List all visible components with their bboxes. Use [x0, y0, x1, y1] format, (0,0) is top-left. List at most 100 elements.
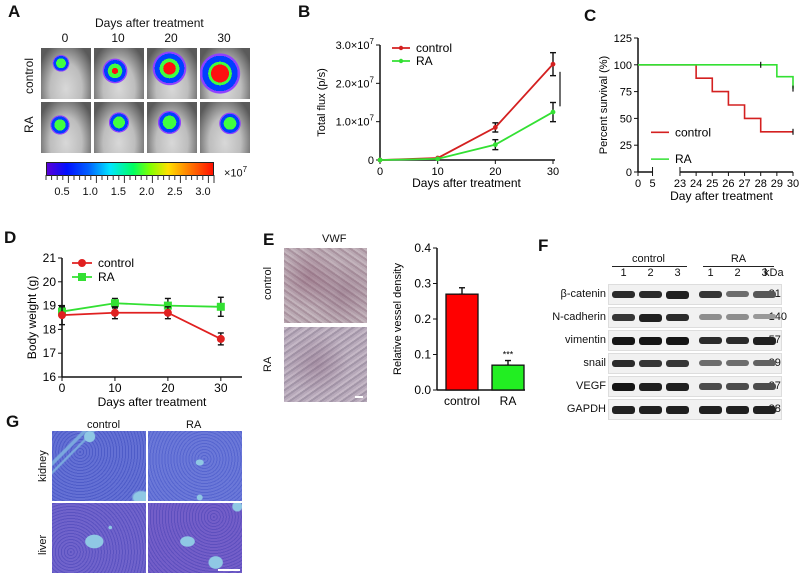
d-y-tick-label: 19 [43, 299, 57, 313]
b-x-tick-label: 0 [377, 166, 383, 178]
c-x-tick-label: 29 [771, 178, 783, 190]
b-y-tick-label: 3.0×107 [336, 37, 375, 52]
b-y-axis-label: Total flux (p/s) [316, 68, 328, 136]
d-series-line-control [61, 311, 222, 340]
f-group-line-ra [703, 266, 774, 267]
d-legend-marker [78, 259, 86, 267]
b-legend-label: RA [416, 54, 433, 68]
blot-band [612, 291, 635, 299]
e-y-axis-label: Relative vessel density [392, 263, 404, 375]
blot-band [726, 360, 749, 367]
blot-band [753, 406, 776, 414]
blot-strip-4 [608, 376, 782, 397]
c-survival-curve-control [638, 63, 793, 133]
blot-band [612, 360, 635, 368]
c-y-tick-label: 50 [620, 113, 632, 125]
b-legend-marker [398, 58, 404, 64]
colorbar-tick-label: 1.0 [82, 186, 98, 198]
blot-band [726, 314, 749, 320]
a-row-label-ra: RA [22, 116, 36, 133]
c-legend-label: control [675, 125, 711, 139]
blot-band [666, 406, 689, 414]
f-protein-label: VEGF [576, 380, 606, 392]
bli-image-ra-day-10 [93, 101, 145, 154]
panel-a-title: Days after treatment [95, 16, 204, 30]
d-y-tick-label: 17 [43, 346, 57, 360]
blot-band [639, 383, 662, 391]
blot-band [699, 291, 722, 299]
c-x-tick-label: 5 [649, 178, 655, 190]
bli-image-ra-day-30 [199, 101, 251, 154]
colorbar [46, 162, 214, 176]
panel-a-label: A [8, 2, 21, 21]
d-legend-label: RA [98, 270, 115, 284]
blot-band [666, 314, 689, 322]
b-x-tick-label: 10 [432, 166, 444, 178]
panel-b-label: B [298, 2, 311, 21]
blot-band [612, 314, 635, 322]
d-legend-label: control [98, 256, 134, 270]
blot-band [666, 360, 689, 368]
b-y-tick-label: 1.0×107 [336, 114, 375, 129]
d-y-tick-label: 20 [43, 275, 57, 289]
blot-band [753, 291, 776, 298]
g-row-label-liver: liver [37, 534, 49, 555]
blot-band [639, 337, 662, 345]
c-y-tick-label: 75 [620, 87, 632, 99]
c-x-tick-label: 24 [690, 178, 702, 190]
blot-band [639, 314, 662, 322]
blot-strip-3 [608, 353, 782, 374]
f-lane-label: 3 [761, 267, 768, 279]
e-significance-label: *** [503, 350, 514, 360]
c-legend-label: RA [675, 152, 692, 166]
g-col-label-ra: RA [186, 419, 202, 431]
c-x-tick-label: 0 [635, 178, 641, 190]
f-group-line-control [612, 266, 687, 267]
d-x-axis-label: Days after treatment [98, 395, 207, 409]
e-x-tick-label: control [444, 394, 480, 408]
blot-band [753, 337, 776, 345]
d-data-point [163, 301, 172, 310]
d-x-tick-label: 10 [108, 381, 122, 395]
bli-image-ra-day-0 [40, 101, 92, 154]
panel-g-label: G [6, 412, 20, 431]
a-col-label-day-30: 30 [217, 31, 231, 45]
colorbar-tick-label: 1.5 [110, 186, 127, 198]
b-series-line-ra [379, 111, 554, 161]
blot-band [639, 291, 662, 299]
chart-e: 0.0 0.1 0.2 0.3 0.4 Relative vessel density co… [392, 241, 525, 408]
d-x-tick-label: 20 [161, 381, 175, 395]
blot-band [612, 337, 635, 345]
blot-band [753, 360, 776, 367]
blot-band [699, 360, 722, 367]
vwf-image-ra [283, 326, 368, 403]
scale-bar-e [355, 396, 363, 398]
d-data-point [110, 308, 119, 317]
d-data-point [216, 302, 225, 311]
e-y-tick-label: 0.0 [414, 383, 431, 397]
colorbar-tick-label: 3.0 [195, 186, 211, 198]
f-protein-label: N-cadherin [552, 311, 606, 323]
blot-band [639, 360, 662, 368]
b-y-tick-label: 0 [368, 155, 374, 167]
bli-image-control-day-20 [146, 47, 198, 100]
panel-d-label: D [4, 228, 17, 247]
blot-band [699, 383, 722, 390]
d-y-tick-label: 21 [43, 251, 57, 265]
c-x-tick-label: 30 [787, 178, 799, 190]
b-significance-label: *** [564, 83, 570, 95]
b-series-line-control [379, 63, 554, 161]
e-y-tick-label: 0.4 [414, 241, 431, 255]
g-col-label-control: control [87, 419, 121, 431]
b-x-axis-label: Days after treatment [412, 176, 521, 190]
c-y-tick-label: 25 [620, 140, 632, 152]
b-y-tick-label: 2.0×107 [336, 75, 375, 90]
b-x-tick-label: 30 [547, 166, 559, 178]
blot-band [699, 314, 722, 320]
blot-strip-5 [608, 399, 782, 420]
vwf-image-control [283, 247, 368, 324]
d-legend-marker [78, 273, 86, 281]
blot-band [726, 337, 749, 345]
c-y-tick-label: 100 [614, 60, 632, 72]
a-col-label-day-0: 0 [61, 31, 69, 45]
